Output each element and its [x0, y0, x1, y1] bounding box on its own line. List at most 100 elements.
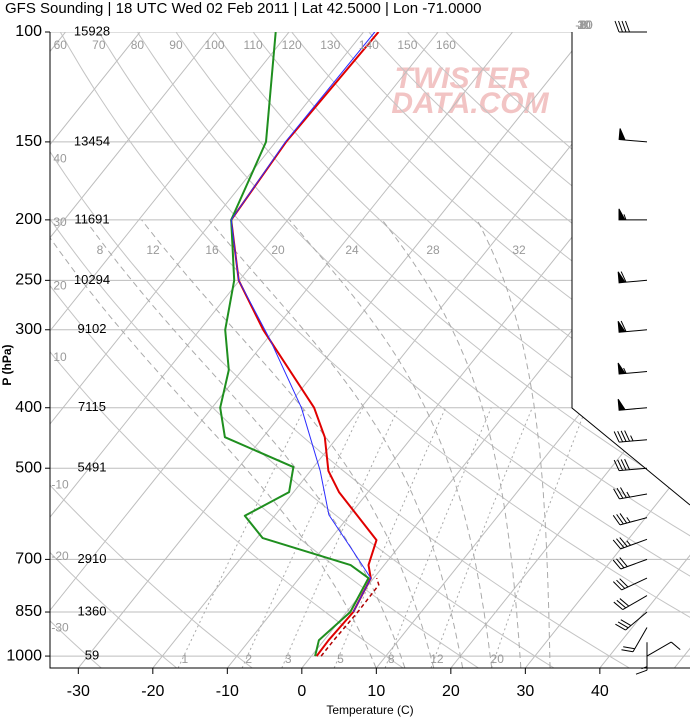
- isotherm: [50, 32, 290, 668]
- dry-adiabat-label: 160: [436, 38, 456, 52]
- dry-adiabat-label: 30: [53, 215, 67, 229]
- mixing-ratio-line: [430, 407, 533, 668]
- y-tick-label: 100: [15, 23, 42, 40]
- y-tick-label: 150: [15, 133, 42, 150]
- sounding-line: [230, 32, 380, 657]
- height-label: 59: [85, 648, 99, 663]
- mixing-ratio-label: 1: [182, 652, 189, 666]
- mixing-ratio-line: [177, 407, 306, 668]
- isotherm: [50, 32, 141, 668]
- dry-adiabat-label: 40: [53, 151, 67, 165]
- x-tick-label: 20: [442, 683, 460, 700]
- dry-adiabat: [50, 32, 404, 668]
- plot-lines: [219, 32, 380, 657]
- wind-barb: [617, 271, 648, 284]
- wind-barb: [646, 641, 681, 657]
- isotherm: [450, 32, 690, 668]
- moist-adiabat-label: 32: [512, 243, 526, 257]
- dry-adiabat: [98, 32, 690, 668]
- dry-adiabat: [50, 32, 253, 668]
- sounding-line: [219, 32, 370, 657]
- isotherm-label: 20: [577, 18, 591, 32]
- y-axis-label: P (hPa): [0, 344, 14, 385]
- mixing-ratio-label: 12: [430, 652, 444, 666]
- x-axis-label: Temperature (C): [326, 703, 413, 717]
- dry-adiabat-label: 130: [320, 38, 340, 52]
- height-label: 13454: [74, 133, 110, 148]
- y-tick-label: 400: [15, 399, 42, 416]
- isotherm: [152, 32, 663, 668]
- dry-adiabat-label: 20: [53, 279, 67, 293]
- sounding-line: [320, 577, 380, 657]
- dry-adiabat: [291, 32, 690, 668]
- height-label: 2910: [78, 551, 107, 566]
- y-tick-label: 850: [15, 603, 42, 620]
- y-tick-label: 300: [15, 321, 42, 338]
- wind-barb: [621, 627, 648, 653]
- y-tick-label: 700: [15, 551, 42, 568]
- x-tick-label: 10: [367, 683, 385, 700]
- moist-adiabat-label: 12: [146, 243, 160, 257]
- wind-barb: [618, 128, 648, 143]
- mixing-ratio-label: 5: [337, 652, 344, 666]
- isotherm: [301, 32, 690, 668]
- dry-adiabat: [50, 32, 178, 668]
- dry-adiabat-label: 70: [92, 38, 106, 52]
- moist-adiabat: [50, 219, 377, 668]
- mixing-ratio-label: 8: [388, 652, 395, 666]
- isotherm-label: 0: [581, 18, 588, 32]
- moist-adiabat-label: 24: [345, 243, 359, 257]
- dry-adiabat-label: 150: [397, 38, 417, 52]
- dry-adiabat: [445, 32, 690, 668]
- moist-adiabat: [381, 219, 522, 668]
- sounding-line: [230, 32, 376, 613]
- dry-adiabat: [407, 32, 690, 668]
- height-label: 15928: [74, 23, 110, 38]
- dry-adiabat: [50, 32, 630, 668]
- isotherm: [599, 32, 690, 668]
- moist-adiabat: [141, 219, 435, 668]
- dry-adiabat: [50, 32, 479, 668]
- y-tick-label: 500: [15, 459, 42, 476]
- dry-adiabat: [136, 32, 690, 668]
- wind-barb: [613, 487, 648, 500]
- wind-barb: [615, 611, 648, 631]
- wind-barb: [617, 398, 648, 411]
- x-tick-label: 0: [297, 683, 306, 700]
- isotherm-label: 10: [577, 18, 591, 32]
- moist-adiabat-label: 8: [97, 243, 104, 257]
- x-tick-label: 40: [591, 683, 609, 700]
- moist-adiabat-label: 20: [271, 243, 285, 257]
- isotherm: [77, 32, 588, 668]
- isotherm-label: -20: [575, 18, 593, 32]
- moist-adiabat-label: 16: [205, 243, 219, 257]
- dry-adiabat-label: -20: [51, 549, 69, 563]
- mixing-ratio-line: [491, 407, 587, 668]
- wind-barb: [613, 458, 648, 472]
- watermark: DATA.COM: [391, 87, 549, 120]
- wind-barb: [614, 20, 647, 33]
- y-tick-label: 1000: [6, 647, 42, 664]
- dry-adiabat-label: 140: [359, 38, 379, 52]
- x-tick-label: -20: [141, 683, 164, 700]
- dry-adiabat-label: 120: [282, 38, 302, 52]
- y-tick-label: 250: [15, 272, 42, 289]
- x-tick-label: -10: [216, 683, 239, 700]
- mixing-ratio-label: 3: [285, 652, 292, 666]
- wind-barb: [613, 595, 648, 611]
- x-tick-label: 30: [516, 683, 534, 700]
- dry-adiabat-label: 100: [205, 38, 225, 52]
- wind-barb: [618, 208, 647, 221]
- dry-adiabat: [368, 32, 690, 668]
- wind-barb: [612, 537, 648, 550]
- moist-adiabat: [84, 219, 406, 668]
- wind-barb: [635, 642, 648, 675]
- dry-adiabat-label: -10: [51, 477, 69, 491]
- moist-adiabat: [208, 219, 464, 668]
- isotherm-label: 30: [577, 18, 591, 32]
- dry-adiabat: [50, 32, 102, 668]
- height-label: 5491: [78, 460, 107, 475]
- dry-adiabat-label: -30: [51, 620, 69, 634]
